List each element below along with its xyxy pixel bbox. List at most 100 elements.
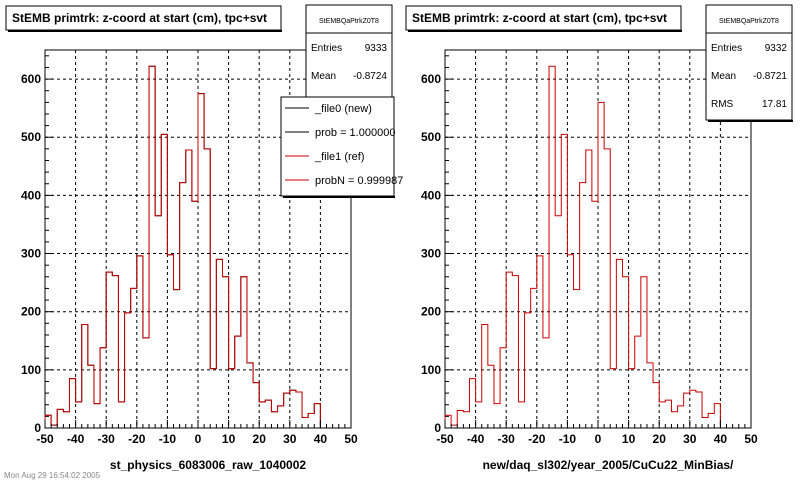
histogram-bin-s2-7	[82, 324, 88, 428]
histogram-bin-s2-19	[155, 216, 161, 428]
y-tick-label: 0	[434, 421, 441, 435]
stats-box	[305, 4, 393, 106]
histogram-bin-s2-39	[278, 406, 284, 428]
histogram-bin-s1-40	[684, 393, 690, 428]
histogram-bin-s2-25	[192, 201, 198, 428]
histogram-bin-s2-5	[69, 379, 75, 428]
histogram-bin-s2-32	[235, 336, 241, 428]
histogram-bin-s1-26	[598, 102, 604, 428]
y-tick-label: 400	[21, 188, 41, 202]
x-tick-label: -40	[467, 432, 485, 446]
histogram-bin-s1-19	[555, 216, 561, 428]
histogram-bin-s1-20	[561, 134, 567, 428]
histogram-bin-s1-12	[512, 276, 518, 428]
histogram-bin-s2-10	[100, 348, 106, 428]
histogram-bin-s2-11	[106, 272, 112, 428]
histogram-bin-s2-15	[131, 288, 137, 428]
histogram-bin-s1-24	[586, 150, 592, 428]
chart-title: StEMB primtrk: z-coord at start (cm), tp…	[12, 11, 267, 25]
x-tick-label: 40	[714, 432, 728, 446]
histogram-bin-s1-38	[671, 412, 677, 428]
histogram-bin-s1-23	[580, 183, 586, 428]
histogram-bin-s2-16	[137, 256, 143, 428]
histogram-bin-s2-14	[125, 313, 131, 428]
histogram-bin-s1-22	[574, 290, 580, 428]
x-tick-label: -20	[128, 432, 146, 446]
histogram-bin-s2-18	[149, 66, 155, 428]
histogram-bin-s2-1	[45, 415, 51, 428]
histogram-bin-s2-42	[296, 392, 302, 428]
x-tick-label: -10	[159, 432, 177, 446]
histogram-bin-s1-1	[445, 415, 451, 428]
histogram-bin-s1-21	[567, 255, 573, 428]
y-tick-label: 300	[21, 247, 41, 261]
x-tick-label: -50	[36, 432, 54, 446]
legend-label: prob = 1.000000	[315, 127, 395, 139]
histogram-bin-s1-18	[549, 66, 555, 428]
x-tick-label: 10	[622, 432, 636, 446]
histogram-bin-s1-4	[463, 412, 469, 428]
histogram-bin-s1-41	[690, 390, 696, 428]
histogram-bin-s2-45	[314, 404, 320, 428]
histogram-bin-s1-16	[537, 256, 543, 428]
histogram-bin-s2-4	[63, 412, 69, 428]
x-tick-label: 30	[683, 432, 697, 446]
histogram-bin-s1-39	[678, 406, 684, 428]
stats-box	[705, 4, 793, 121]
histogram-bin-s2-30	[222, 277, 228, 428]
x-tick-label: 0	[195, 432, 202, 446]
stats-value: 17.81	[762, 99, 787, 110]
histogram-bin-s1-11	[506, 272, 512, 428]
histogram-bin-s1-28	[610, 369, 616, 428]
histogram-bin-s1-15	[531, 288, 537, 428]
x-tick-label: 30	[283, 432, 297, 446]
histogram-bin-s2-37	[265, 400, 271, 428]
histogram-bin-s2-12	[112, 276, 118, 428]
histogram-bin-s2-44	[308, 413, 314, 428]
stats-label: Mean	[711, 71, 736, 82]
histogram-bin-s1-36	[659, 402, 665, 428]
histogram-bin-s2-9	[94, 404, 100, 428]
x-tick-label: -40	[67, 432, 85, 446]
chart-title: StEMB primtrk: z-coord at start (cm), tp…	[412, 11, 667, 25]
y-tick-label: 500	[421, 130, 441, 144]
x-tick-label: 0	[595, 432, 602, 446]
histogram-bin-s1-33	[641, 277, 647, 428]
histogram-bin-s1-3	[457, 411, 463, 428]
histogram-bin-s1-35	[653, 383, 659, 428]
y-tick-label: 600	[21, 72, 41, 86]
legend-label: _file1 (ref)	[314, 151, 365, 163]
x-tick-label: -50	[436, 432, 454, 446]
title-box	[405, 5, 682, 31]
x-tick-label: -20	[528, 432, 546, 446]
stats-value: -0.8724	[353, 71, 387, 82]
histogram-bin-s2-24	[186, 150, 192, 428]
stats-header: StEMBQaPtrkZ0T8	[719, 18, 779, 25]
histogram-bin-s2-27	[204, 149, 210, 428]
histogram-bin-s1-29	[616, 259, 622, 428]
stats-header: StEMBQaPtrkZ0T8	[319, 18, 379, 25]
x-tick-label: 50	[744, 432, 758, 446]
histogram-bin-s2-40	[284, 393, 290, 428]
x-tick-label: 40	[314, 432, 328, 446]
histogram-bin-s2-22	[174, 290, 180, 428]
y-tick-label: 200	[421, 305, 441, 319]
stats-value: -0.8721	[753, 71, 787, 82]
histogram-bin-s1-6	[476, 402, 482, 428]
x-tick-label: -30	[98, 432, 116, 446]
x-tick-label: 50	[344, 432, 358, 446]
histogram-bin-s1-31	[629, 369, 635, 428]
histogram-bin-s1-43	[702, 418, 708, 428]
histogram-bin-s2-17	[143, 338, 149, 428]
x-axis-label: new/daq_sl302/year_2005/CuCu22_MinBias/	[483, 458, 734, 472]
histogram-bin-s1-45	[714, 404, 720, 428]
histogram-series-2	[44, 65, 321, 428]
histogram-bin-s2-20	[161, 134, 167, 428]
legend-label: probN = 0.999987	[315, 175, 403, 187]
panel-1: -50 -40 -30 -20 -10 0 10 20 30 40 5001002003004005…	[5, 4, 403, 472]
x-tick-label: 20	[653, 432, 667, 446]
histogram-series-1	[444, 65, 721, 428]
histogram-bin-s1-27	[604, 149, 610, 428]
histogram-bin-s1-13	[518, 402, 524, 428]
x-tick-label: 20	[253, 432, 267, 446]
